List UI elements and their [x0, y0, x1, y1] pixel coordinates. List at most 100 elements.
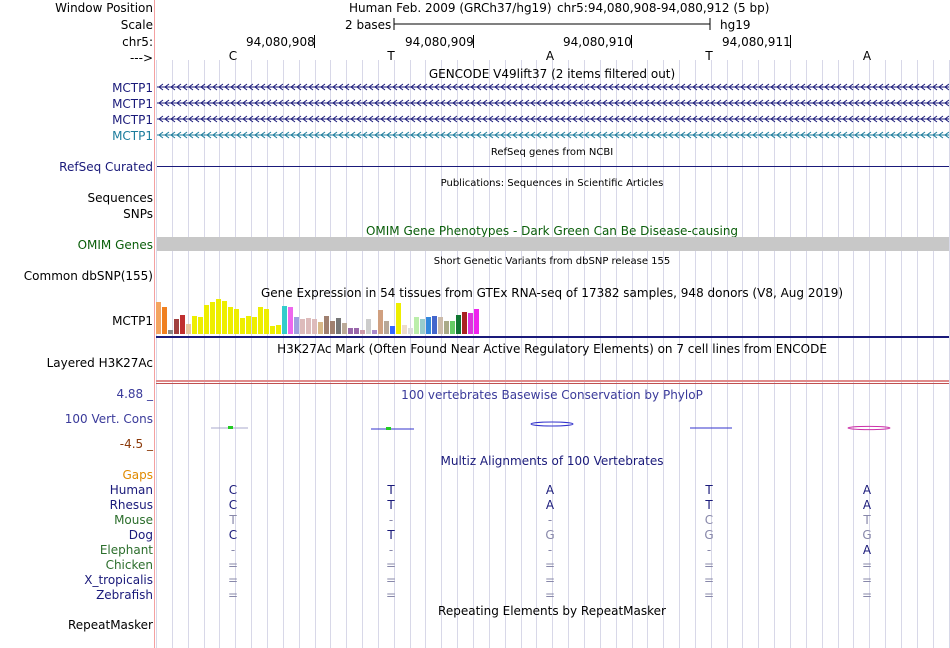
strand-arrow-icon [710, 99, 716, 107]
gencode-item-3[interactable]: MCTP1 [112, 113, 153, 127]
gtex-label[interactable]: MCTP1 [112, 314, 153, 328]
strand-arrow-icon [194, 99, 200, 107]
publications-snps-label[interactable]: SNPs [123, 207, 153, 221]
strand-arrow-icon [380, 83, 386, 91]
gencode-item-1[interactable]: MCTP1 [112, 81, 153, 95]
gencode-feature-3[interactable] [157, 115, 949, 123]
phylop-track-title[interactable]: 100 vertebrates Basewise Conservation by… [401, 388, 703, 402]
strand-arrow-icon [590, 131, 596, 139]
strand-arrow-icon [476, 115, 482, 123]
strand-arrow-icon [344, 83, 350, 91]
strand-arrow-icon [722, 99, 728, 107]
strand-arrow-icon [638, 131, 644, 139]
refseq-label[interactable]: RefSeq Curated [59, 160, 153, 174]
strand-arrow-icon [680, 83, 686, 91]
alignment-base: A [862, 498, 872, 512]
species-label-human[interactable]: Human [109, 483, 153, 497]
strand-arrow-icon [338, 115, 344, 123]
strand-arrow-icon [194, 131, 200, 139]
strand-arrow-icon [362, 115, 368, 123]
publications-track-title[interactable]: Publications: Sequences in Scientific Ar… [440, 178, 664, 189]
strand-arrow-icon [164, 83, 170, 91]
alignment-base: = [544, 573, 556, 587]
gtex-track-title[interactable]: Gene Expression in 54 tissues from GTEx … [260, 286, 844, 300]
strand-arrow-icon [266, 131, 272, 139]
gtex-tissue-bar [306, 318, 311, 334]
h3k27ac-track-title[interactable]: H3K27Ac Mark (Often Found Near Active Re… [277, 342, 827, 356]
repeatmasker-label[interactable]: RepeatMasker [67, 618, 153, 632]
gencode-track-title[interactable]: GENCODE V49lift37 (2 items filtered out) [428, 67, 676, 81]
refseq-feature-line[interactable] [157, 166, 949, 167]
strand-arrow-icon [302, 115, 308, 123]
strand-arrow-icon [692, 131, 698, 139]
position-text[interactable]: chr5:94,080,908-94,080,912 (5 bp) [557, 1, 770, 15]
publications-sequences-label[interactable]: Sequences [87, 191, 153, 205]
strand-arrow-icon [488, 115, 494, 123]
strand-arrow-icon [446, 99, 452, 107]
strand-arrow-icon [206, 131, 212, 139]
strand-arrow-icon [836, 99, 842, 107]
alignment-base: - [706, 543, 712, 557]
strand-arrow-icon [278, 131, 284, 139]
gencode-feature-2[interactable] [157, 99, 949, 107]
gencode-feature-1[interactable] [157, 83, 949, 91]
strand-arrow-icon [680, 131, 686, 139]
strand-arrow-icon [554, 99, 560, 107]
strand-arrow-icon [524, 99, 530, 107]
phylop-label[interactable]: 100 Vert. Cons [64, 412, 153, 426]
strand-arrow-icon [590, 83, 596, 91]
strand-arrow-icon [260, 99, 266, 107]
refseq-track-title[interactable]: RefSeq genes from NCBI [490, 147, 614, 158]
strand-arrow-icon [530, 115, 536, 123]
alignment-base: C [704, 513, 714, 527]
strand-arrow-icon [356, 99, 362, 107]
strand-arrow-icon [482, 99, 488, 107]
gencode-feature-4[interactable] [157, 131, 949, 139]
species-label-elephant[interactable]: Elephant [99, 543, 153, 557]
strand-arrow-icon [944, 131, 949, 139]
repeatmasker-track-title[interactable]: Repeating Elements by RepeatMasker [438, 604, 666, 618]
strand-arrow-icon [218, 83, 224, 91]
strand-arrow-icon [770, 115, 776, 123]
omim-feature-bar[interactable] [157, 237, 949, 251]
h3k27ac-label[interactable]: Layered H3K27Ac [46, 356, 153, 370]
gencode-item-2[interactable]: MCTP1 [112, 97, 153, 111]
strand-arrow-icon [500, 99, 506, 107]
strand-arrow-icon [314, 131, 320, 139]
omim-label[interactable]: OMIM Genes [77, 238, 153, 252]
strand-arrow-icon [350, 99, 356, 107]
species-label-chicken[interactable]: Chicken [105, 558, 153, 572]
strand-arrow-icon [848, 115, 854, 123]
species-label-dog[interactable]: Dog [128, 528, 153, 542]
strand-arrow-icon [848, 131, 854, 139]
strand-arrow-icon [374, 99, 380, 107]
gtex-tissue-bar [252, 317, 257, 334]
omim-track-title[interactable]: OMIM Gene Phenotypes - Dark Green Can Be… [365, 224, 739, 238]
gaps-label[interactable]: Gaps [122, 468, 153, 482]
strand-arrow-icon [614, 115, 620, 123]
strand-arrow-icon [386, 115, 392, 123]
strand-arrow-icon [812, 83, 818, 91]
strand-arrow-icon [584, 99, 590, 107]
strand-arrow-icon [740, 99, 746, 107]
strand-arrow-icon [458, 115, 464, 123]
gtex-tissue-bar [228, 307, 233, 334]
dbsnp-track-title[interactable]: Short Genetic Variants from dbSNP releas… [433, 256, 671, 267]
alignment-base: = [861, 573, 873, 587]
strand-arrow-icon [320, 83, 326, 91]
dbsnp-label[interactable]: Common dbSNP(155) [23, 269, 153, 283]
species-label-rhesus[interactable]: Rhesus [109, 498, 153, 512]
gencode-item-4[interactable]: MCTP1 [112, 129, 153, 143]
strand-arrow-icon [668, 83, 674, 91]
alignment-base: T [705, 483, 713, 497]
species-label-zebrafish[interactable]: Zebrafish [96, 588, 153, 602]
gtex-bar-chart[interactable] [156, 299, 556, 335]
species-label-mouse[interactable]: Mouse [114, 513, 153, 527]
strand-arrow-icon [212, 131, 218, 139]
strand-arrow-icon [224, 115, 230, 123]
strand-arrow-icon [824, 99, 830, 107]
strand-arrow-icon [308, 115, 314, 123]
multiz-track-title[interactable]: Multiz Alignments of 100 Vertebrates [440, 454, 664, 468]
species-label-x_tropicalis[interactable]: X_tropicalis [84, 573, 153, 587]
strand-arrow-icon [452, 99, 458, 107]
